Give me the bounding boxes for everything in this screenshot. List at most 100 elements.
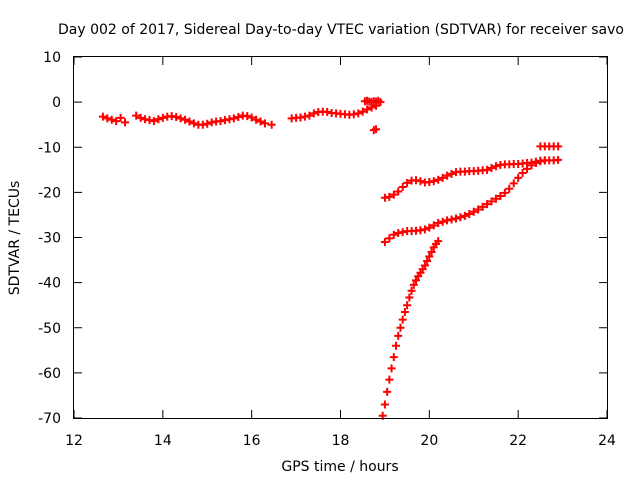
- data-point: [309, 109, 318, 118]
- data-point: [438, 217, 447, 226]
- data-point: [260, 119, 269, 128]
- data-point: [380, 238, 389, 247]
- data-point: [531, 159, 540, 168]
- data-point: [518, 168, 527, 177]
- x-axis-ticks: 12 14 16 18 20 22 24: [65, 57, 616, 449]
- data-point: [181, 115, 190, 124]
- data-point: [389, 190, 398, 199]
- data-point: [116, 113, 125, 122]
- data-point: [385, 375, 394, 384]
- data-point: [409, 280, 418, 289]
- data-point: [460, 211, 469, 220]
- series-arc-1: [98, 112, 130, 127]
- y-tick-label: -30: [38, 231, 61, 247]
- data-point: [394, 331, 403, 340]
- data-point: [189, 119, 198, 128]
- data-point: [392, 341, 401, 350]
- data-point: [380, 400, 389, 409]
- data-point: [434, 237, 443, 246]
- data-point: [372, 125, 381, 134]
- data-point: [505, 184, 514, 193]
- data-point: [487, 164, 496, 173]
- data-point: [554, 155, 563, 164]
- data-point: [434, 175, 443, 184]
- data-point: [136, 113, 145, 122]
- data-point: [247, 113, 256, 122]
- data-point: [389, 353, 398, 362]
- data-point: [540, 156, 549, 165]
- data-point: [403, 301, 412, 310]
- series-arc-3: [287, 101, 381, 123]
- data-point: [447, 169, 456, 178]
- x-tick-label: 18: [332, 433, 350, 449]
- data-point: [491, 194, 500, 203]
- y-tick-label: -20: [38, 185, 61, 201]
- data-point: [358, 107, 367, 116]
- y-tick-label: 0: [52, 95, 61, 111]
- y-tick-label: -60: [38, 366, 61, 382]
- data-point: [434, 219, 443, 228]
- data-point: [252, 115, 261, 124]
- y-tick-label: -50: [38, 321, 61, 337]
- data-point: [185, 117, 194, 126]
- data-point: [425, 252, 434, 261]
- data-point: [403, 178, 412, 187]
- data-point: [491, 162, 500, 171]
- data-point: [234, 113, 243, 122]
- data-point: [385, 234, 394, 243]
- data-point: [112, 117, 121, 126]
- data-point: [394, 187, 403, 196]
- data-point: [203, 119, 212, 128]
- data-point: [363, 105, 372, 114]
- data-point: [121, 118, 130, 127]
- series-arc-8: [536, 142, 563, 151]
- data-point: [398, 182, 407, 191]
- data-point: [416, 177, 425, 186]
- series-arc-5: [369, 125, 381, 135]
- data-point: [389, 230, 398, 239]
- x-tick-label: 12: [65, 433, 83, 449]
- data-point: [107, 115, 116, 124]
- x-tick-label: 14: [154, 433, 172, 449]
- y-tick-label: -40: [38, 276, 61, 292]
- data-point: [456, 213, 465, 222]
- data-point: [229, 114, 238, 123]
- y-axis-label: SDTVAR / TECUs: [7, 181, 23, 296]
- data-point: [267, 120, 276, 129]
- y-axis-ticks: 10 0 -10 -20 -30 -40 -50 -60 -70: [38, 50, 607, 427]
- x-axis-label: GPS time / hours: [281, 459, 398, 475]
- data-point: [158, 113, 167, 122]
- data-point: [354, 109, 363, 118]
- data-point: [443, 171, 452, 180]
- data-point: [387, 364, 396, 373]
- data-point: [474, 205, 483, 214]
- data-point: [176, 114, 185, 123]
- data-point: [483, 165, 492, 174]
- chart-title: Day 002 of 2017, Sidereal Day-to-day VTE…: [58, 22, 624, 38]
- data-point: [132, 111, 141, 120]
- data-point: [500, 188, 509, 197]
- data-point: [451, 214, 460, 223]
- data-point: [469, 207, 478, 216]
- x-tick-label: 20: [420, 433, 438, 449]
- data-point: [412, 276, 421, 285]
- data-point: [149, 117, 158, 126]
- y-tick-label: 10: [43, 50, 61, 66]
- series-arc-2: [132, 111, 276, 129]
- data-point: [396, 323, 405, 332]
- data-point: [154, 115, 163, 124]
- data-point: [425, 223, 434, 232]
- data-point: [554, 142, 563, 151]
- data-point: [103, 114, 112, 123]
- data-point: [527, 161, 536, 170]
- data-point: [509, 179, 518, 188]
- data-point: [256, 117, 265, 126]
- data-point: [376, 98, 385, 107]
- data-point: [487, 197, 496, 206]
- data-point: [398, 315, 407, 324]
- data-point: [172, 113, 181, 122]
- data-point: [420, 225, 429, 234]
- data-point: [400, 307, 409, 316]
- data-point: [438, 173, 447, 182]
